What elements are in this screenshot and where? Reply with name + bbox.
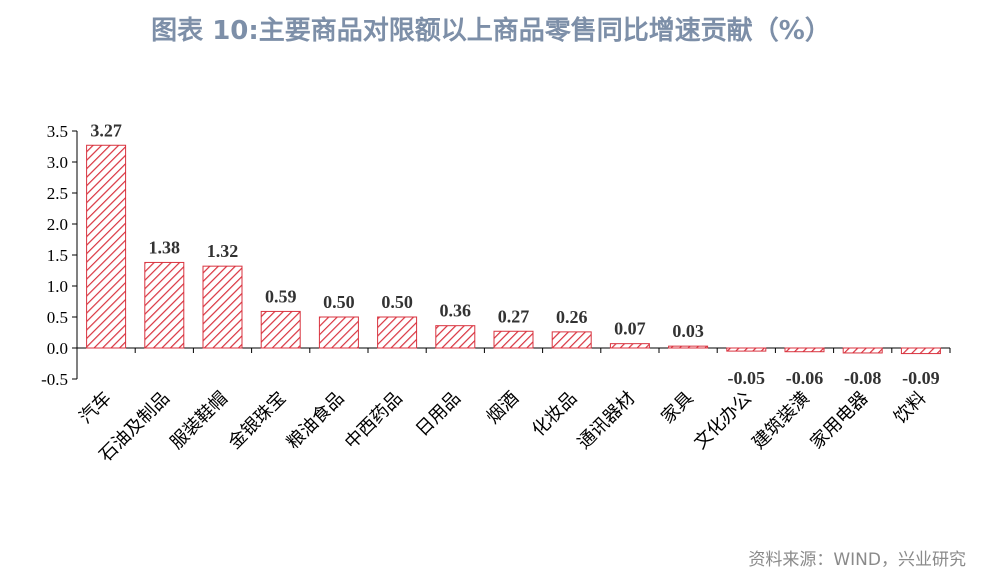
y-tick-label: 1.5	[47, 246, 68, 265]
bar	[900, 347, 941, 355]
chart-data-labels: 3.27 1.38 1.32 0.59 0.50 0.50 0.36 0.27 0.26 0.07…	[90, 120, 939, 388]
y-tick-label: 2.5	[47, 184, 68, 203]
bar	[609, 343, 650, 349]
data-label: 0.36	[440, 301, 472, 321]
data-label: 1.32	[207, 241, 239, 261]
data-label: 0.27	[498, 306, 530, 326]
bar	[551, 331, 592, 349]
bar	[668, 345, 709, 349]
y-tick-label: 3.0	[47, 153, 68, 172]
data-label: 0.26	[556, 307, 588, 327]
category-label: 家具	[657, 388, 697, 428]
bar	[842, 347, 883, 354]
category-label: 中西药品	[341, 388, 407, 454]
category-label: 汽车	[75, 388, 115, 428]
data-label: 3.27	[90, 120, 122, 140]
bar	[726, 347, 767, 352]
category-label: 建筑装潢	[748, 388, 814, 454]
category-label: 饮料	[890, 388, 930, 428]
data-label: -0.08	[844, 368, 882, 388]
data-label: -0.05	[728, 368, 766, 388]
data-label: 1.38	[149, 237, 181, 257]
category-label: 日用品	[412, 388, 465, 441]
source-note: 资料来源：WIND，兴业研究	[748, 550, 966, 570]
y-tick-label: 0.0	[47, 339, 68, 358]
bar	[260, 310, 301, 349]
y-tick-label: 0.5	[47, 308, 68, 327]
bar	[784, 347, 825, 353]
category-label: 金银珠宝	[224, 388, 290, 454]
data-label: -0.09	[902, 368, 940, 388]
category-label: 文化办公	[690, 388, 756, 454]
data-label: 0.07	[614, 319, 646, 339]
category-label: 通讯器材	[574, 388, 640, 454]
bar	[86, 144, 127, 349]
chart-bars	[86, 144, 941, 355]
y-tick-label: -0.5	[41, 370, 68, 389]
data-label: 0.59	[265, 286, 297, 306]
category-label: 烟酒	[483, 388, 523, 428]
category-label: 化妆品	[528, 388, 581, 441]
data-label: -0.06	[786, 368, 824, 388]
bar	[493, 330, 534, 349]
y-tick-label: 2.0	[47, 215, 68, 234]
bar	[435, 325, 476, 349]
category-label: 家用电器	[806, 388, 872, 454]
category-label: 粮油食品	[283, 388, 349, 454]
bar	[144, 261, 185, 349]
bar	[318, 316, 359, 349]
category-label: 服装鞋帽	[166, 388, 232, 454]
bar	[202, 265, 243, 349]
y-tick-label: 3.5	[47, 122, 68, 141]
y-tick-label: 1.0	[47, 277, 68, 296]
bar	[377, 316, 418, 349]
data-label: 0.50	[381, 292, 413, 312]
data-label: 0.50	[323, 292, 355, 312]
data-label: 0.03	[672, 321, 704, 341]
chart-title: 图表 10:主要商品对限额以上商品零售同比增速贡献（%）	[151, 16, 831, 46]
